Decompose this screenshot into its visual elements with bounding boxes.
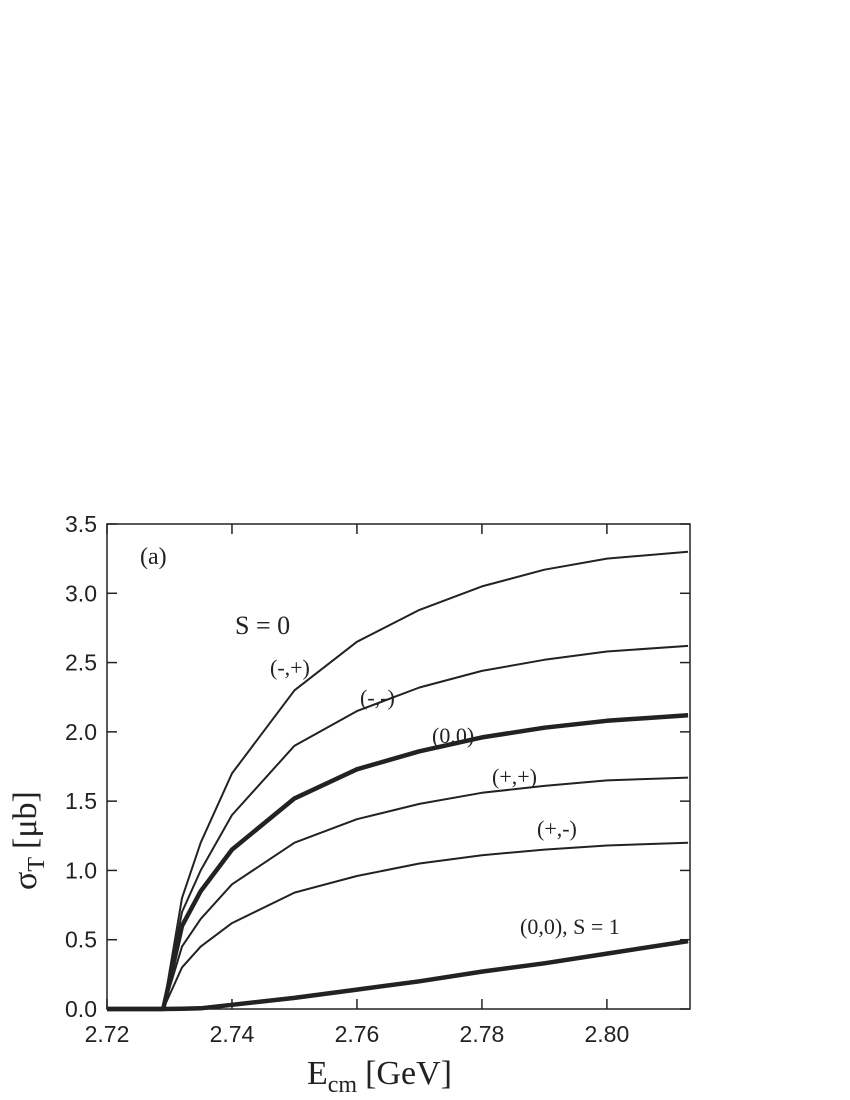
series-label: (+,-) [537,816,577,841]
x-label-unit: [GeV] [365,1055,452,1092]
series-label: (-,-) [360,685,395,710]
series-line [107,550,689,1010]
x-tick-label: 2.72 [85,1021,130,1047]
y-label-main: σ [7,872,44,890]
series-line [107,938,689,1012]
y-tick-label: 1.5 [65,788,97,814]
series-line [107,644,689,1010]
y-axis-label: σT [μb] [7,791,50,890]
panel-label: (a) [140,544,167,570]
series-line [107,776,689,1010]
series-label: (0,0) [432,723,474,748]
y-tick-label: 0.0 [65,996,97,1022]
x-label-sub: cm [328,1072,358,1098]
y-tick-label: 0.5 [65,927,97,953]
y-tick-label: 2.0 [65,719,97,745]
y-tick-label: 1.0 [65,857,97,883]
group-label: S = 0 [235,611,290,640]
series-line [107,841,689,1010]
series-label: (0,0), S = 1 [520,914,620,939]
x-tick-label: 2.74 [210,1021,255,1047]
x-axis-label: Ecm [GeV] [307,1055,452,1098]
y-tick-label: 3.5 [65,511,97,537]
series-line [107,712,689,1012]
x-tick-label: 2.80 [585,1021,630,1047]
x-tick-label: 2.76 [335,1021,380,1047]
x-label-main: E [307,1055,328,1092]
y-tick-label: 3.0 [65,580,97,606]
x-tick-label: 2.78 [460,1021,505,1047]
y-label-unit: [μb] [7,791,44,849]
y-tick-label: 2.5 [65,650,97,676]
plot-frame [106,523,691,1010]
series-label: (+,+) [492,764,537,789]
y-label-sub: T [24,857,50,872]
series-label: (-,+) [270,655,310,680]
